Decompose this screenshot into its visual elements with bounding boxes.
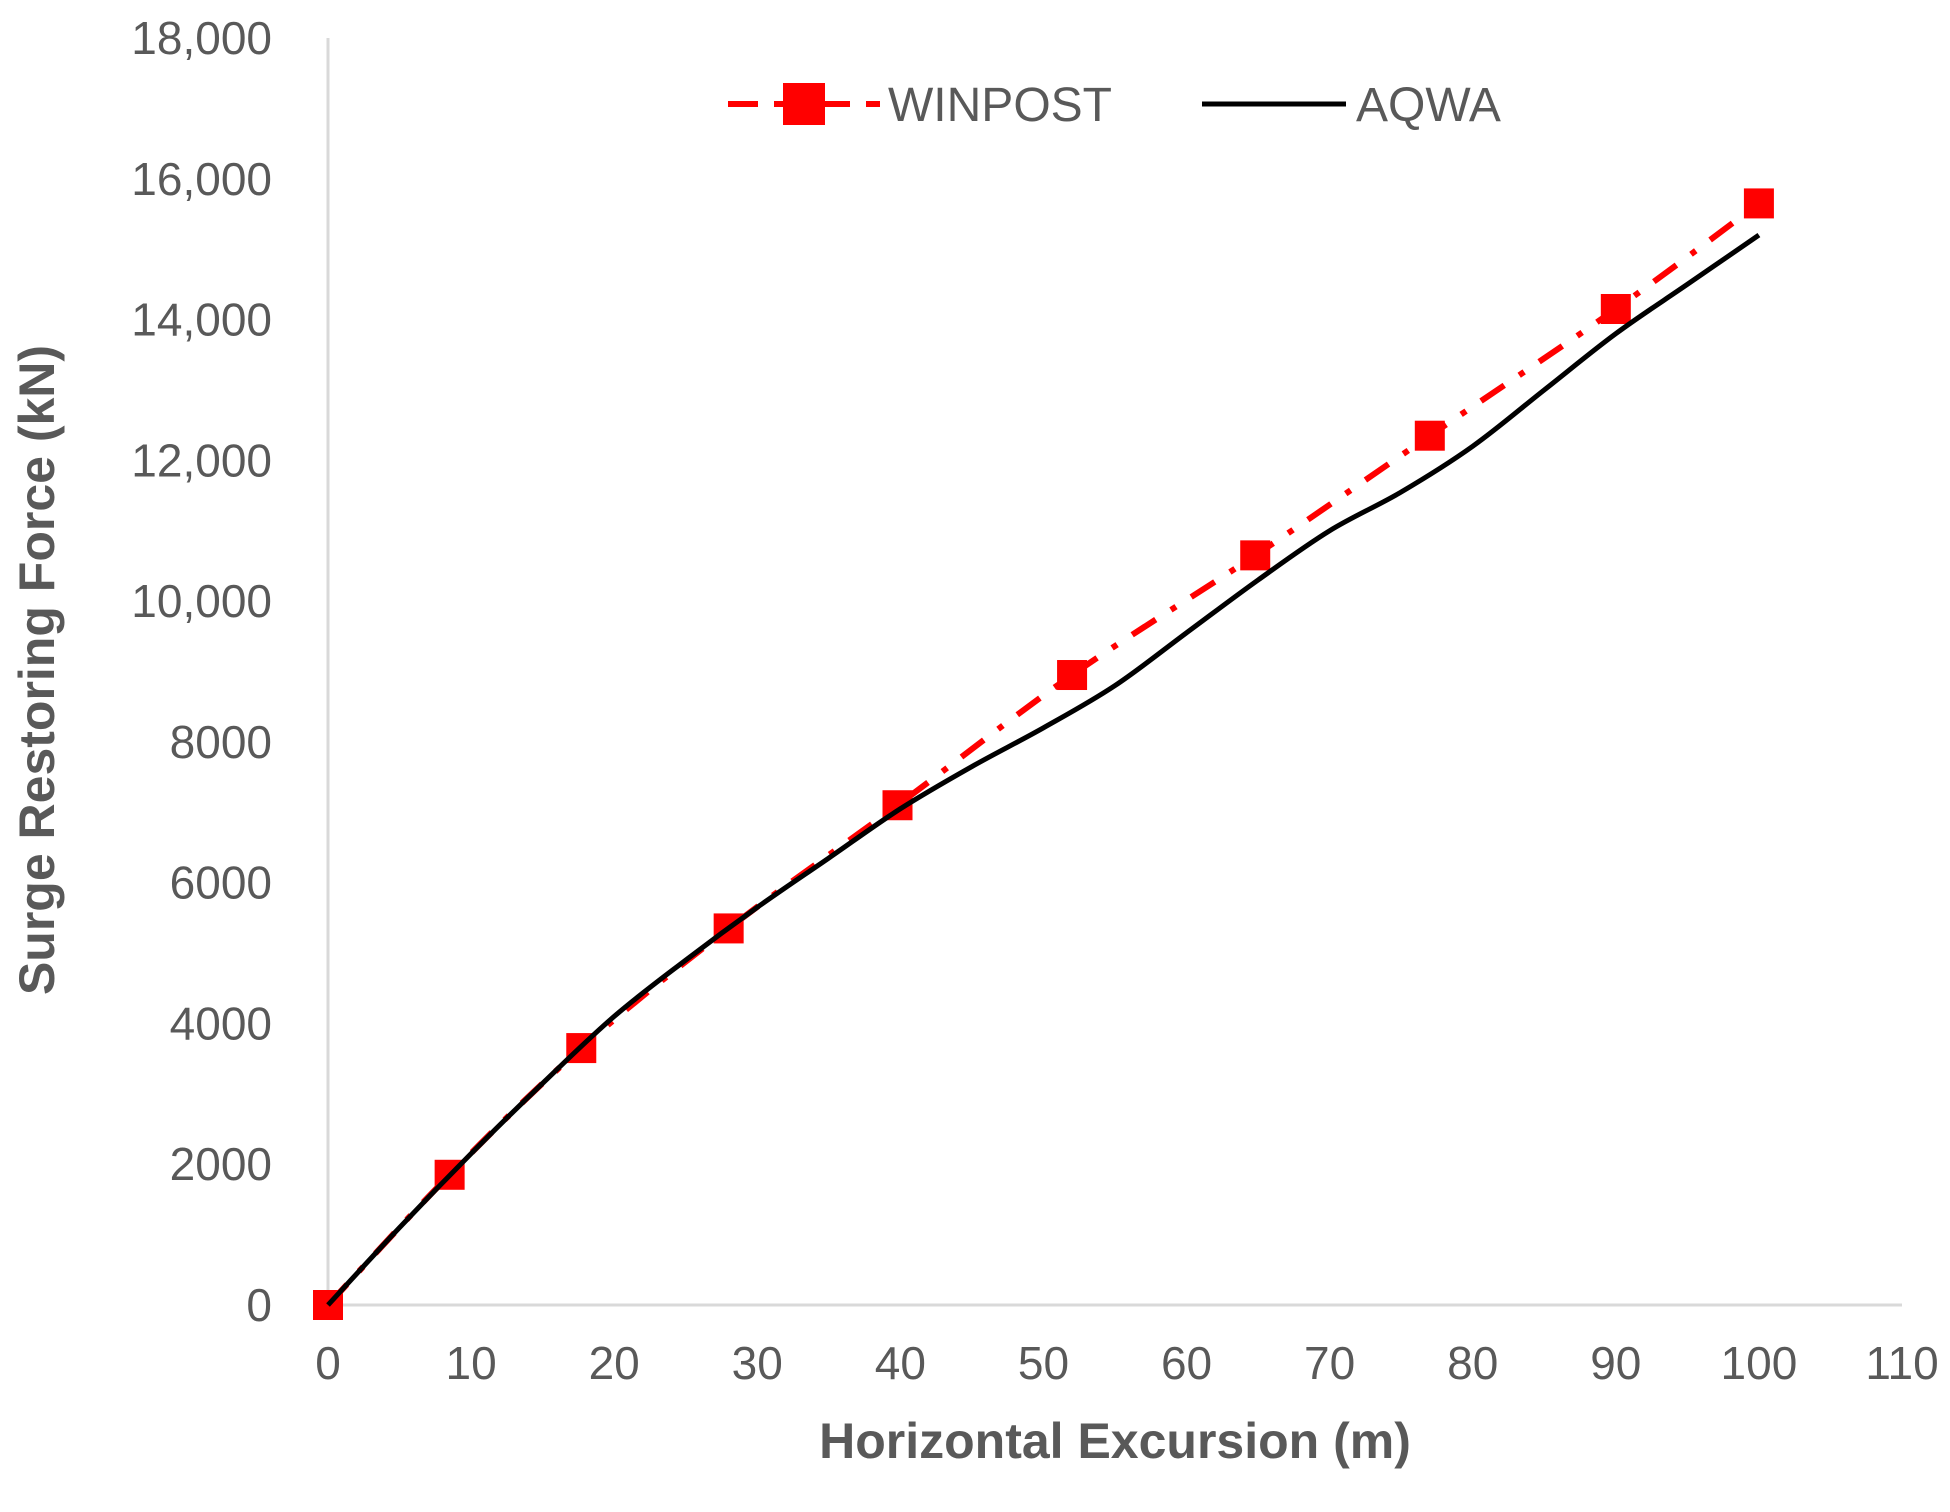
legend-item-winpost: WINPOST <box>728 79 1112 132</box>
x-tick-label: 60 <box>1161 1337 1212 1389</box>
y-tick-label: 12,000 <box>131 434 272 486</box>
y-tick-label: 6000 <box>170 857 272 909</box>
legend-aqwa-label: AQWA <box>1356 79 1501 132</box>
y-tick-label: 2000 <box>170 1138 272 1190</box>
series-aqwa-line <box>326 233 1761 1307</box>
legend: WINPOST AQWA <box>728 79 1501 132</box>
y-tick-label: 4000 <box>170 997 272 1049</box>
x-tick-label: 50 <box>1018 1337 1069 1389</box>
x-tick-label: 30 <box>732 1337 783 1389</box>
legend-winpost-label: WINPOST <box>888 79 1112 132</box>
y-tick-label: 8000 <box>170 716 272 768</box>
x-tick-labels: 0 10 20 30 40 50 60 70 80 90 100 110 <box>315 1337 1938 1389</box>
x-tick-label: 0 <box>315 1337 341 1389</box>
winpost-marker <box>1057 660 1088 691</box>
x-tick-label: 110 <box>1865 1337 1938 1389</box>
x-axis-title: Horizontal Excursion (m) <box>819 1413 1411 1469</box>
winpost-marker <box>1240 540 1271 571</box>
y-tick-label: 10,000 <box>131 575 272 627</box>
winpost-marker <box>1414 420 1445 451</box>
series-winpost <box>313 188 1774 1320</box>
series-layer <box>313 188 1774 1320</box>
x-tick-label: 10 <box>446 1337 497 1389</box>
x-tick-label: 100 <box>1721 1337 1798 1389</box>
y-tick-labels: 0 2000 4000 6000 8000 10,000 12,000 14,000 16,00… <box>131 12 272 1331</box>
y-tick-label: 0 <box>246 1279 272 1331</box>
series-winpost-line <box>325 201 1761 1308</box>
legend-winpost-marker <box>783 83 825 125</box>
winpost-marker <box>1600 293 1631 324</box>
legend-item-aqwa: AQWA <box>1202 79 1501 132</box>
winpost-marker <box>1743 188 1774 219</box>
y-axis-title: Surge Restoring Force (kN) <box>9 345 65 995</box>
x-tick-label: 40 <box>875 1337 926 1389</box>
y-tick-label: 16,000 <box>131 153 272 205</box>
x-tick-label: 20 <box>589 1337 640 1389</box>
x-tick-label: 70 <box>1304 1337 1355 1389</box>
y-tick-label: 18,000 <box>131 12 272 64</box>
series-aqwa <box>326 233 1761 1307</box>
y-tick-label: 14,000 <box>131 294 272 346</box>
x-tick-label: 90 <box>1590 1337 1641 1389</box>
x-tick-label: 80 <box>1447 1337 1498 1389</box>
